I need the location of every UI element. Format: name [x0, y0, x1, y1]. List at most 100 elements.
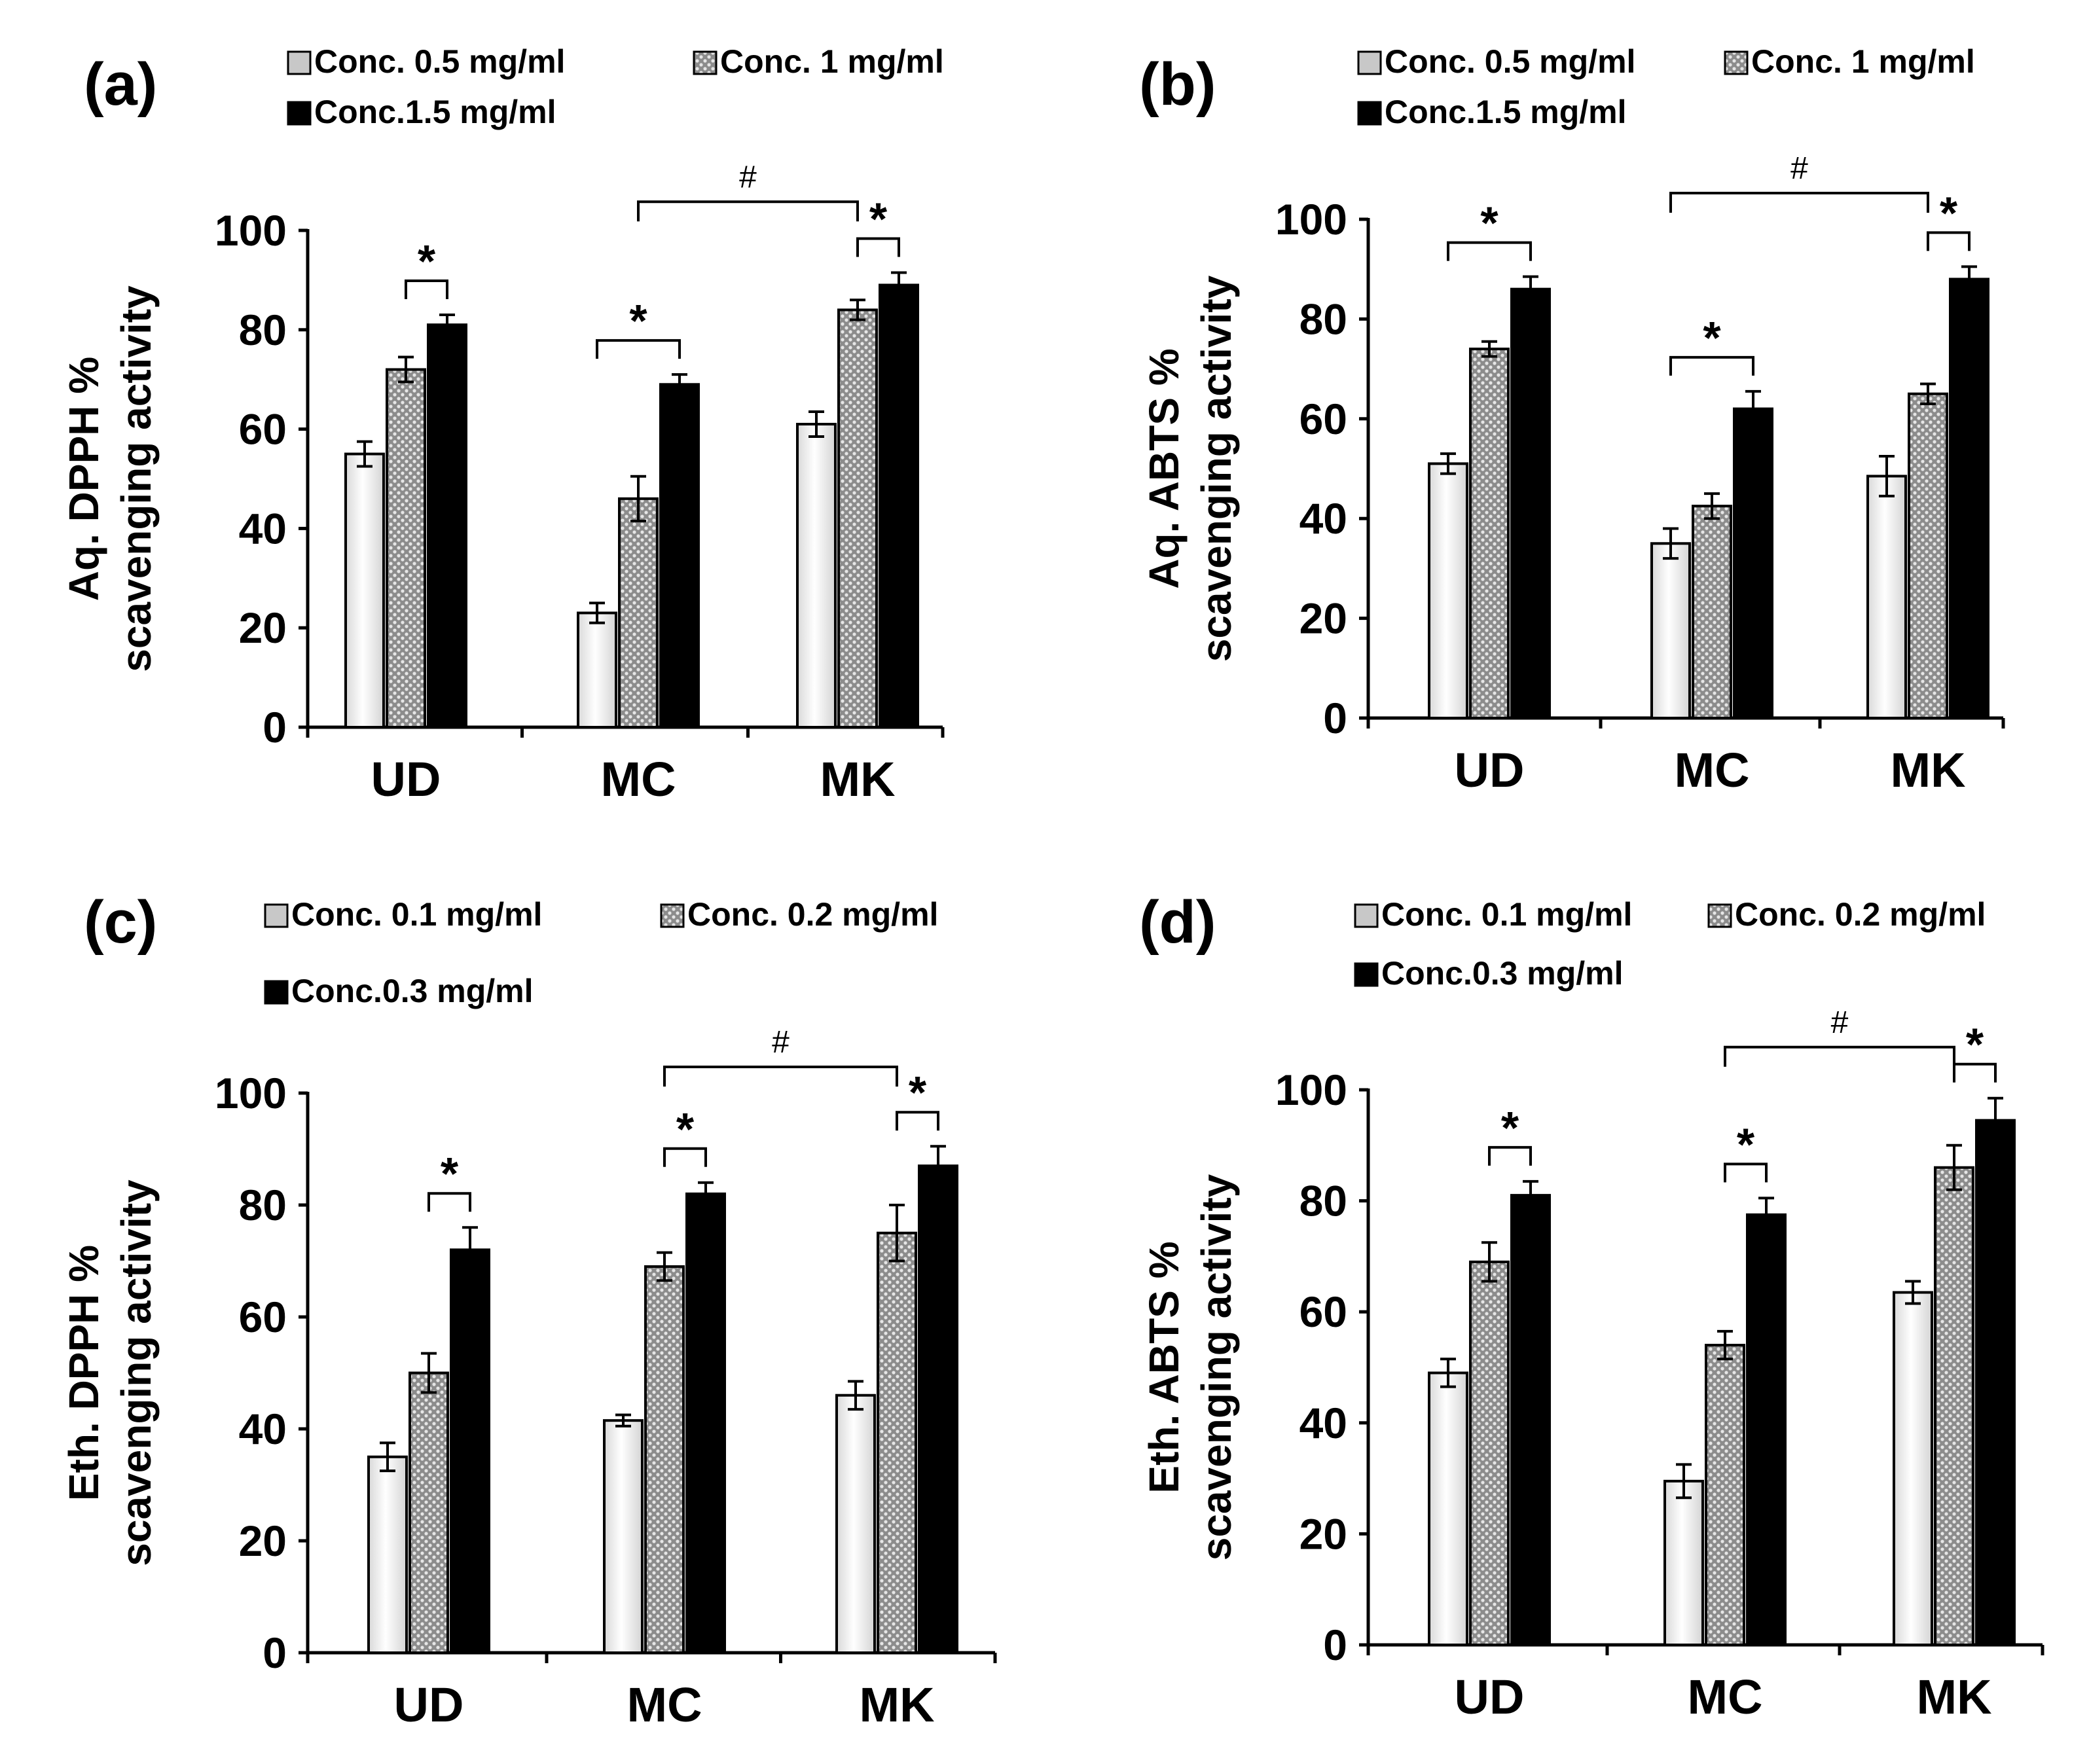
significance-hash: #	[1831, 1005, 1849, 1040]
legend-entry: Conc. 0.1 mg/ml	[291, 896, 542, 933]
legend-swatch	[1707, 903, 1732, 928]
bar	[1428, 462, 1468, 719]
legend-swatch	[287, 101, 312, 126]
bar	[1469, 1260, 1510, 1646]
y-tick-label: 80	[1299, 1177, 1347, 1225]
significance-star: *	[441, 1148, 459, 1199]
x-tick-label: UD	[1455, 743, 1525, 797]
significance-bracket	[405, 279, 448, 300]
y-axis-label: Aq. DPPH % scavenging activity	[60, 285, 160, 672]
bar	[685, 1192, 726, 1654]
bar	[1692, 505, 1732, 720]
y-tick-label: 40	[239, 504, 287, 552]
legend-entry: Conc.1.5 mg/ml	[314, 94, 556, 130]
x-tick-label: MC	[627, 1678, 702, 1732]
y-axis-label: Eth. DPPH % scavenging activity	[60, 1179, 160, 1566]
bar	[427, 323, 467, 729]
significance-star: *	[629, 295, 647, 346]
y-tick-label: 80	[1299, 295, 1347, 343]
significance-bracket	[1927, 231, 1971, 251]
y-tick-label: 100	[1275, 195, 1347, 243]
legend-entry: Conc. 0.1 mg/ml	[1381, 896, 1632, 933]
y-tick-label: 40	[239, 1405, 287, 1453]
bar	[1908, 392, 1948, 719]
legend-swatch	[1354, 903, 1379, 928]
y-tick-label: 60	[239, 405, 287, 454]
y-tick-label: 60	[1299, 395, 1347, 443]
significance-hash: #	[1790, 151, 1808, 186]
panel-label: (d)	[1139, 889, 1216, 956]
significance-star: *	[1703, 312, 1721, 363]
significance-bracket	[663, 1066, 898, 1087]
y-tick-label: 0	[1323, 1621, 1347, 1669]
y-tick-label: 80	[239, 1181, 287, 1229]
significance-bracket	[896, 1111, 939, 1131]
chart-panel-3: (d) Conc. 0.1 mg/ml Conc. 0.2 mg/ml Conc.0.…	[1139, 889, 2044, 1724]
y-tick-label: 100	[215, 1069, 287, 1117]
chart-panel-2: (c) Conc. 0.1 mg/ml Conc. 0.2 mg/ml Conc.0.…	[60, 889, 997, 1732]
panel-label: (a)	[84, 51, 157, 118]
bar	[1510, 287, 1551, 719]
y-axis-label-line: Aq. DPPH %	[60, 357, 107, 601]
bar	[618, 497, 659, 729]
y-axis-label-line: Aq. ABTS %	[1140, 348, 1188, 588]
bar	[877, 1231, 917, 1654]
legend-entry: Conc.1.5 mg/ml	[1385, 94, 1627, 130]
bar	[1705, 1344, 1745, 1647]
significance-star: *	[1966, 1019, 1984, 1070]
legend-swatch	[660, 903, 685, 928]
significance-bracket	[856, 237, 900, 257]
significance-bracket	[596, 339, 681, 359]
legend-entry: Conc. 1 mg/ml	[720, 43, 944, 80]
x-tick-label: UD	[371, 752, 441, 806]
bar	[1746, 1213, 1787, 1647]
significance-star: *	[909, 1067, 927, 1118]
x-tick-label: MC	[1687, 1670, 1762, 1724]
significance-bracket	[1953, 1062, 1997, 1083]
panel-label: (c)	[84, 889, 157, 956]
y-tick-label: 20	[1299, 594, 1347, 643]
legend-entry: Conc. 0.2 mg/ml	[1735, 896, 1986, 933]
legend-entry: Conc. 0.2 mg/ml	[687, 896, 938, 933]
legend-swatch	[1357, 101, 1382, 126]
y-axis-label-line: scavenging activity	[113, 285, 160, 672]
bar	[1428, 1371, 1468, 1646]
y-tick-label: 60	[239, 1293, 287, 1341]
y-tick-label: 0	[263, 703, 287, 751]
bar	[577, 611, 617, 729]
y-tick-label: 20	[239, 1517, 287, 1565]
legend-swatch	[264, 903, 289, 928]
legend-swatch	[693, 50, 718, 75]
legend-swatch	[1357, 50, 1382, 75]
y-axis-label: Aq. ABTS % scavenging activity	[1140, 275, 1240, 662]
significance-star: *	[1480, 198, 1499, 249]
bar	[796, 423, 837, 729]
legend-entry: Conc. 1 mg/ml	[1751, 43, 1975, 80]
bar	[603, 1419, 644, 1655]
bar	[386, 368, 426, 729]
significance-star: *	[1501, 1102, 1519, 1153]
legend-swatch	[264, 980, 289, 1005]
x-tick-label: MC	[1674, 743, 1749, 797]
panel-label: (b)	[1139, 51, 1216, 118]
bar	[1949, 278, 1989, 719]
legend-entry: Conc.0.3 mg/ml	[291, 973, 534, 1009]
bar	[879, 283, 919, 729]
y-tick-label: 60	[1299, 1287, 1347, 1336]
y-axis-label-line: Eth. DPPH %	[60, 1245, 107, 1501]
significance-star: *	[676, 1104, 695, 1155]
significance-bracket	[1488, 1145, 1532, 1166]
significance-bracket	[1724, 1162, 1768, 1183]
significance-bracket	[427, 1192, 471, 1212]
x-tick-label: UD	[394, 1678, 464, 1732]
bar	[644, 1265, 685, 1655]
bar	[1469, 348, 1510, 719]
bar	[1893, 1291, 1933, 1646]
legend-swatch	[1724, 50, 1749, 75]
bar	[1975, 1119, 2016, 1646]
significance-star: *	[1940, 187, 1958, 238]
significance-star: *	[869, 194, 888, 245]
significance-bracket	[1669, 192, 1929, 213]
y-tick-label: 100	[215, 206, 287, 255]
legend-swatch	[287, 50, 312, 75]
